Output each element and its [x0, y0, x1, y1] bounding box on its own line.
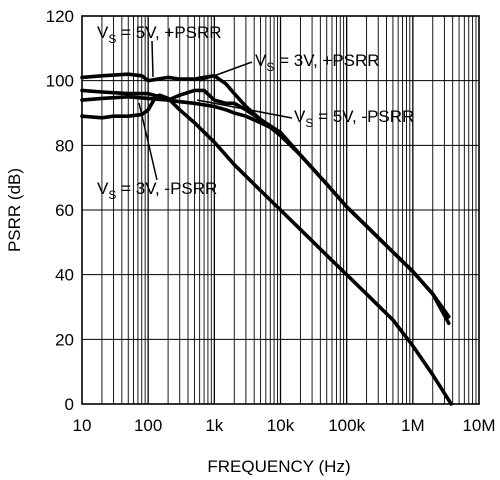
- y-tick-label: 0: [65, 395, 74, 414]
- y-tick-label: 100: [46, 72, 74, 91]
- annotation-leader-line: [199, 61, 253, 82]
- x-tick-label: 10k: [267, 416, 295, 435]
- annotation-label: VS = 5V, +PSRR: [97, 23, 222, 46]
- annotation-label: VS = 5V, -PSRR: [294, 107, 414, 130]
- y-tick-label: 40: [55, 266, 74, 285]
- annotation-label: VS = 3V, +PSRR: [255, 51, 380, 74]
- x-tick-label: 1M: [401, 416, 425, 435]
- y-tick-label: 120: [46, 7, 74, 26]
- x-tick-label: 10M: [462, 416, 495, 435]
- x-axis-title: FREQUENCY (Hz): [207, 457, 350, 476]
- annotations: VS = 5V, +PSRR VS = 3V, +PSRR VS = 5V, -PS…: [97, 23, 414, 202]
- series-lines: [80, 72, 454, 406]
- x-tick-label: 1k: [205, 416, 223, 435]
- annotation-leader-line: [151, 40, 154, 78]
- y-tick-label: 20: [55, 330, 74, 349]
- y-axis-title: PSRR (dB): [5, 168, 24, 252]
- plot-frame: [81, 15, 480, 405]
- x-tick-labels: 10 100 1k 10k 100k 1M 10M: [73, 416, 496, 435]
- annotation-label: VS = 3V, -PSRR: [97, 179, 217, 202]
- annotation-leader-line: [138, 102, 158, 181]
- y-tick-labels: 0 20 40 60 80 100 120: [46, 7, 74, 414]
- x-tick-label: 100k: [328, 416, 365, 435]
- x-tick-label: 100: [134, 416, 162, 435]
- series-line-4: [80, 93, 454, 406]
- series-line-3: [80, 95, 283, 135]
- y-tick-label: 60: [55, 201, 74, 220]
- annotation-leader-line: [196, 99, 293, 119]
- y-tick-label: 80: [55, 136, 74, 155]
- x-tick-label: 10: [73, 416, 92, 435]
